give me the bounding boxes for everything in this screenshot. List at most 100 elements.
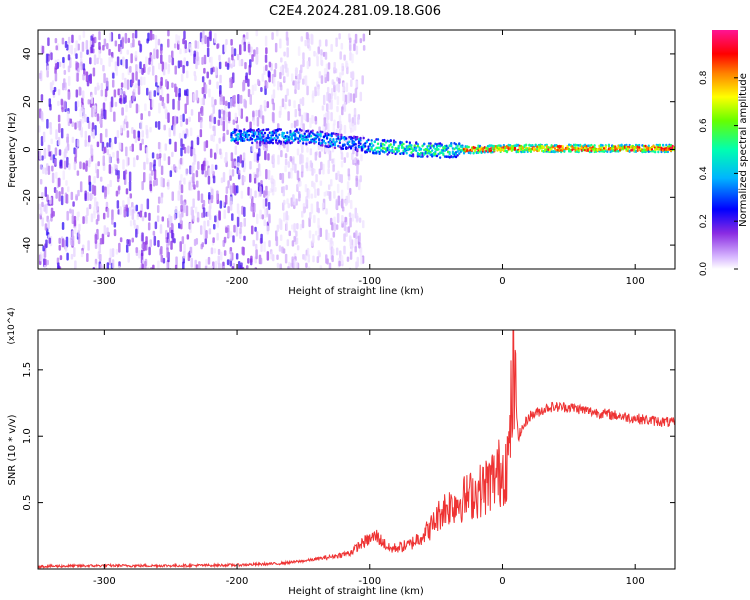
- heatmap-cell: [294, 80, 297, 90]
- heatmap-cell: [315, 52, 319, 59]
- heatmap-cell: [146, 129, 149, 139]
- heatmap-cell: [287, 265, 290, 269]
- heatmap-cell: [445, 155, 448, 158]
- heatmap-cell: [362, 33, 366, 42]
- heatmap-cell: [304, 184, 308, 193]
- heatmap-cell: [278, 218, 282, 229]
- heatmap-cell: [343, 54, 346, 61]
- heatmap-cell: [327, 140, 330, 144]
- heatmap-cell: [189, 246, 193, 254]
- heatmap-cell: [248, 64, 252, 76]
- heatmap-cell: [163, 153, 166, 162]
- heatmap-cell: [179, 48, 182, 55]
- heatmap-cell: [222, 96, 225, 106]
- heatmap-cell: [89, 75, 92, 84]
- heatmap-cell: [251, 84, 255, 96]
- heatmap-cell: [218, 54, 221, 61]
- heatmap-cell: [208, 88, 211, 98]
- heatmap-cell: [92, 67, 96, 77]
- heatmap-cell: [355, 212, 359, 223]
- heatmap-cell: [349, 199, 353, 210]
- heatmap-cell: [272, 102, 275, 111]
- heatmap-cell: [135, 71, 138, 81]
- heatmap-cell: [222, 172, 226, 183]
- x-tick-label: 0: [499, 276, 505, 287]
- heatmap-cell: [313, 138, 316, 141]
- heatmap-cell: [300, 64, 303, 74]
- heatmap-cell: [236, 53, 240, 61]
- heatmap-x-axis: -300 -200 -100 0 100: [93, 30, 645, 287]
- heatmap-cell: [55, 45, 58, 51]
- y-tick-label: 40: [22, 48, 33, 61]
- heatmap-cell: [339, 72, 342, 79]
- heatmap-cell: [133, 85, 136, 93]
- heatmap-cell: [78, 35, 82, 41]
- heatmap-cell: [94, 263, 97, 269]
- heatmap-cell: [46, 259, 49, 266]
- heatmap-cell: [244, 61, 247, 70]
- heatmap-cell: [325, 63, 329, 75]
- heatmap-cell: [255, 141, 259, 144]
- heatmap-cell: [259, 104, 263, 112]
- heatmap-cell: [378, 146, 381, 150]
- heatmap-cell: [90, 213, 94, 223]
- heatmap-cell: [174, 141, 177, 153]
- heatmap-cell: [243, 206, 246, 217]
- heatmap-cell: [223, 250, 227, 256]
- heatmap-cell: [461, 145, 464, 149]
- heatmap-cell: [175, 256, 178, 267]
- heatmap-cell: [320, 59, 324, 67]
- heatmap-cell: [247, 43, 251, 53]
- heatmap-cell: [87, 121, 91, 130]
- heatmap-cell: [233, 130, 236, 134]
- heatmap-cell: [378, 152, 381, 155]
- heatmap-cell: [237, 94, 240, 104]
- heatmap-cell: [177, 190, 180, 201]
- heatmap-cell: [180, 120, 183, 127]
- heatmap-cell: [159, 224, 163, 234]
- heatmap-cell: [100, 82, 104, 90]
- heatmap-cell: [190, 206, 194, 216]
- heatmap-cell: [166, 261, 169, 269]
- heatmap-cell: [356, 135, 359, 139]
- heatmap-cell: [115, 248, 119, 255]
- heatmap-cell: [302, 52, 305, 60]
- heatmap-cell: [54, 37, 58, 44]
- heatmap-cell: [293, 235, 296, 242]
- heatmap-cell: [360, 256, 363, 265]
- heatmap-cell: [200, 98, 203, 106]
- heatmap-cell: [262, 128, 265, 132]
- heatmap-cell: [213, 116, 217, 125]
- heatmap-cell: [333, 223, 337, 232]
- heatmap-cell: [397, 149, 400, 152]
- heatmap-cell: [561, 147, 564, 150]
- heatmap-cell: [111, 259, 115, 269]
- heatmap-cell: [206, 211, 210, 217]
- heatmap-cell: [210, 194, 214, 204]
- heatmap-cell: [234, 145, 238, 155]
- heatmap-cell: [167, 30, 170, 37]
- heatmap-cell: [601, 144, 604, 147]
- heatmap-cell: [196, 40, 200, 50]
- heatmap-cell: [179, 114, 183, 121]
- heatmap-cell: [212, 125, 215, 132]
- heatmap-cell: [185, 128, 189, 136]
- heatmap-cell: [108, 48, 111, 56]
- heatmap-cell: [115, 190, 119, 197]
- heatmap-cell: [63, 268, 65, 269]
- heatmap-cell: [196, 136, 200, 146]
- heatmap-cell: [259, 186, 262, 197]
- heatmap-cell: [69, 118, 73, 124]
- heatmap-cell: [350, 244, 354, 253]
- heatmap-cell: [173, 115, 177, 126]
- heatmap-cell: [204, 265, 208, 269]
- heatmap-cell: [513, 146, 517, 150]
- heatmap-cell: [324, 141, 327, 145]
- heatmap-cell: [199, 225, 203, 235]
- heatmap-cell: [306, 138, 310, 142]
- heatmap-cell: [241, 205, 244, 215]
- heatmap-cell: [43, 147, 47, 156]
- heatmap-cell: [375, 151, 378, 155]
- heatmap-cell: [81, 90, 85, 99]
- heatmap-cell: [49, 121, 52, 129]
